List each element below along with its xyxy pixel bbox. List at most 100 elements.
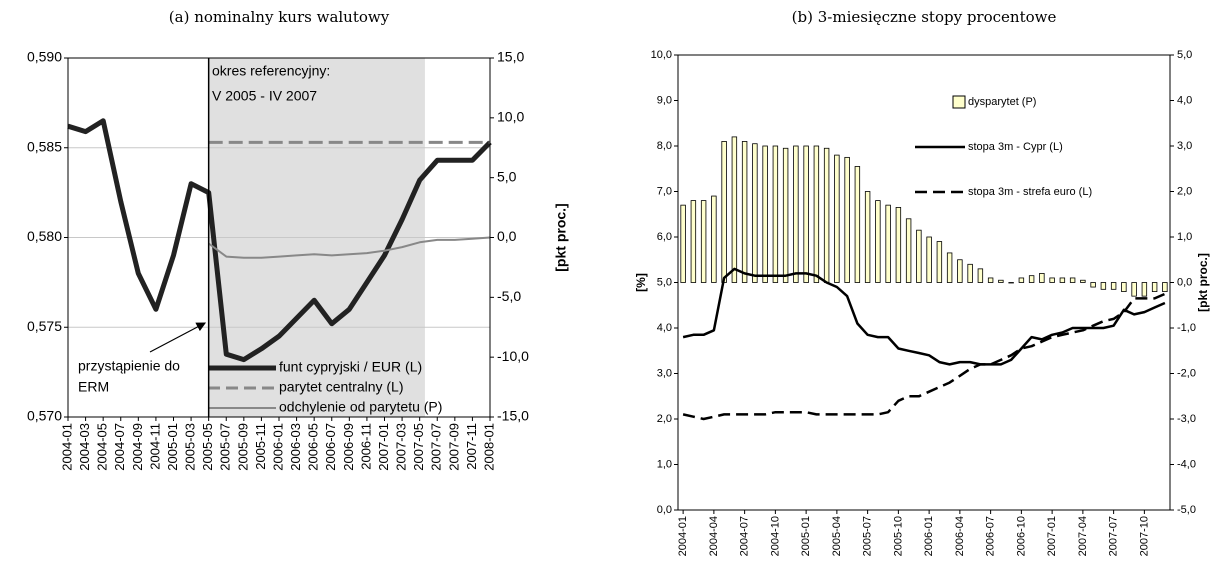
y-tick-label: 0,570 (27, 408, 62, 424)
annotation-arrow (149, 322, 207, 353)
x-tick-label: 2004-11 (147, 423, 162, 470)
x-tick-label: 2005-07 (862, 516, 874, 556)
x-tick-label: 2005-03 (183, 423, 198, 471)
chart-title: (b) 3-miesięczne stopy procentowe (792, 8, 1057, 26)
x-tick-label: 2006-04 (954, 516, 966, 556)
x-tick-label: 2004-09 (130, 423, 145, 471)
y-tick-label: 0,590 (27, 49, 62, 65)
bar (875, 200, 881, 283)
x-tick-label: 2006-07 (985, 516, 997, 556)
bar (762, 145, 768, 283)
y-tick-label: 0,575 (27, 318, 62, 334)
bar (1059, 277, 1066, 283)
bar (711, 195, 717, 283)
x-tick-label: 2007-07 (1108, 516, 1120, 556)
y2-tick-label: 3,0 (1177, 140, 1192, 152)
annotation: ERM (78, 379, 109, 395)
y-tick-label: 10,0 (651, 49, 672, 61)
legend-label: stopa 3m - strefa euro (L) (968, 186, 1092, 198)
bar (957, 259, 963, 283)
x-tick-label: 2004-01 (59, 423, 74, 471)
annotation: V 2005 - IV 2007 (212, 88, 317, 104)
x-tick-label: 2007-07 (429, 423, 444, 471)
bar (998, 279, 1004, 283)
y2-tick-label: 0,0 (1177, 276, 1192, 288)
bar (1090, 282, 1096, 288)
x-tick-label: 2008-01 (481, 423, 496, 471)
bar (1162, 282, 1168, 293)
y-tick-label: 6,0 (657, 231, 672, 243)
bar (1131, 282, 1137, 297)
x-tick-label: 2005-05 (200, 423, 215, 471)
bar (1080, 279, 1086, 283)
x-tick-label: 2007-04 (1077, 516, 1089, 556)
bar (731, 136, 738, 283)
y2-tick-label: -10,0 (497, 348, 529, 364)
x-tick-label: 2006-01 (923, 516, 935, 556)
x-tick-label: 2006-11 (358, 423, 373, 470)
bar (1069, 277, 1076, 283)
y-axis-label: [%] (634, 273, 648, 292)
bar (1039, 272, 1045, 283)
bar (967, 263, 973, 283)
y2-tick-label: -5,0 (1177, 504, 1196, 516)
x-tick-label: 2004-07 (739, 516, 751, 556)
plot-frame (67, 57, 491, 418)
y2-tick-label: 10,0 (497, 109, 524, 125)
y2-tick-label: 15,0 (497, 49, 524, 65)
x-tick-label: 2005-11 (253, 423, 268, 470)
y2-tick-label: -3,0 (1177, 413, 1196, 425)
bar (895, 207, 902, 283)
bar (741, 141, 748, 283)
x-tick-label: 2007-01 (1046, 516, 1058, 556)
legend-label: funt cypryjski / EUR (L) (279, 359, 422, 375)
series-line (67, 118, 492, 363)
bar (782, 147, 789, 283)
bar (721, 141, 727, 283)
y2-tick-label: 4,0 (1177, 94, 1192, 106)
bar (936, 241, 943, 283)
x-tick-label: 2007-09 (446, 423, 461, 471)
y2-tick-label: 2,0 (1177, 185, 1192, 197)
bar (834, 154, 840, 283)
x-tick-label: 2004-01 (677, 516, 689, 556)
bar (946, 252, 953, 283)
chart-title: (a) nominalny kurs walutowy (169, 8, 390, 26)
y-tick-label: 4,0 (657, 322, 672, 334)
y2-tick-label: -4,0 (1177, 458, 1196, 470)
x-tick-label: 2005-07 (218, 423, 233, 471)
series-line (682, 292, 1166, 421)
x-tick-label: 2005-10 (892, 516, 904, 556)
x-tick-label: 2007-11 (464, 423, 479, 470)
bar (1018, 277, 1025, 283)
x-tick-label: 2005-01 (165, 423, 180, 471)
x-tick-label: 2007-10 (1138, 516, 1150, 556)
bar (844, 156, 850, 283)
y2-tick-label: 5,0 (1177, 49, 1192, 61)
bar (916, 229, 922, 283)
bar (700, 200, 707, 283)
x-tick-label: 2004-10 (769, 516, 781, 556)
bar (977, 268, 984, 283)
bar (1121, 282, 1127, 293)
plot-frame (677, 54, 1171, 511)
legend-label: parytet centralny (L) (279, 379, 404, 395)
y-tick-label: 5,0 (657, 276, 672, 288)
legend-swatch (952, 95, 966, 109)
y-tick-label: 7,0 (657, 185, 672, 197)
x-tick-label: 2006-07 (323, 423, 338, 471)
x-tick-label: 2007-01 (376, 423, 391, 471)
x-tick-label: 2006-01 (270, 423, 285, 471)
x-tick-label: 2004-07 (112, 423, 127, 471)
y2-tick-label: 0,0 (497, 228, 517, 244)
bar (793, 145, 799, 283)
bar (1049, 277, 1055, 283)
y-tick-label: 0,0 (657, 504, 672, 516)
y-tick-label: 1,0 (657, 458, 672, 470)
y-tick-label: 9,0 (657, 94, 672, 106)
y2-tick-label: -2,0 (1177, 367, 1196, 379)
y-tick-label: 3,0 (657, 367, 672, 379)
x-tick-label: 2006-10 (1015, 516, 1027, 556)
x-tick-label: 2005-04 (831, 516, 843, 556)
